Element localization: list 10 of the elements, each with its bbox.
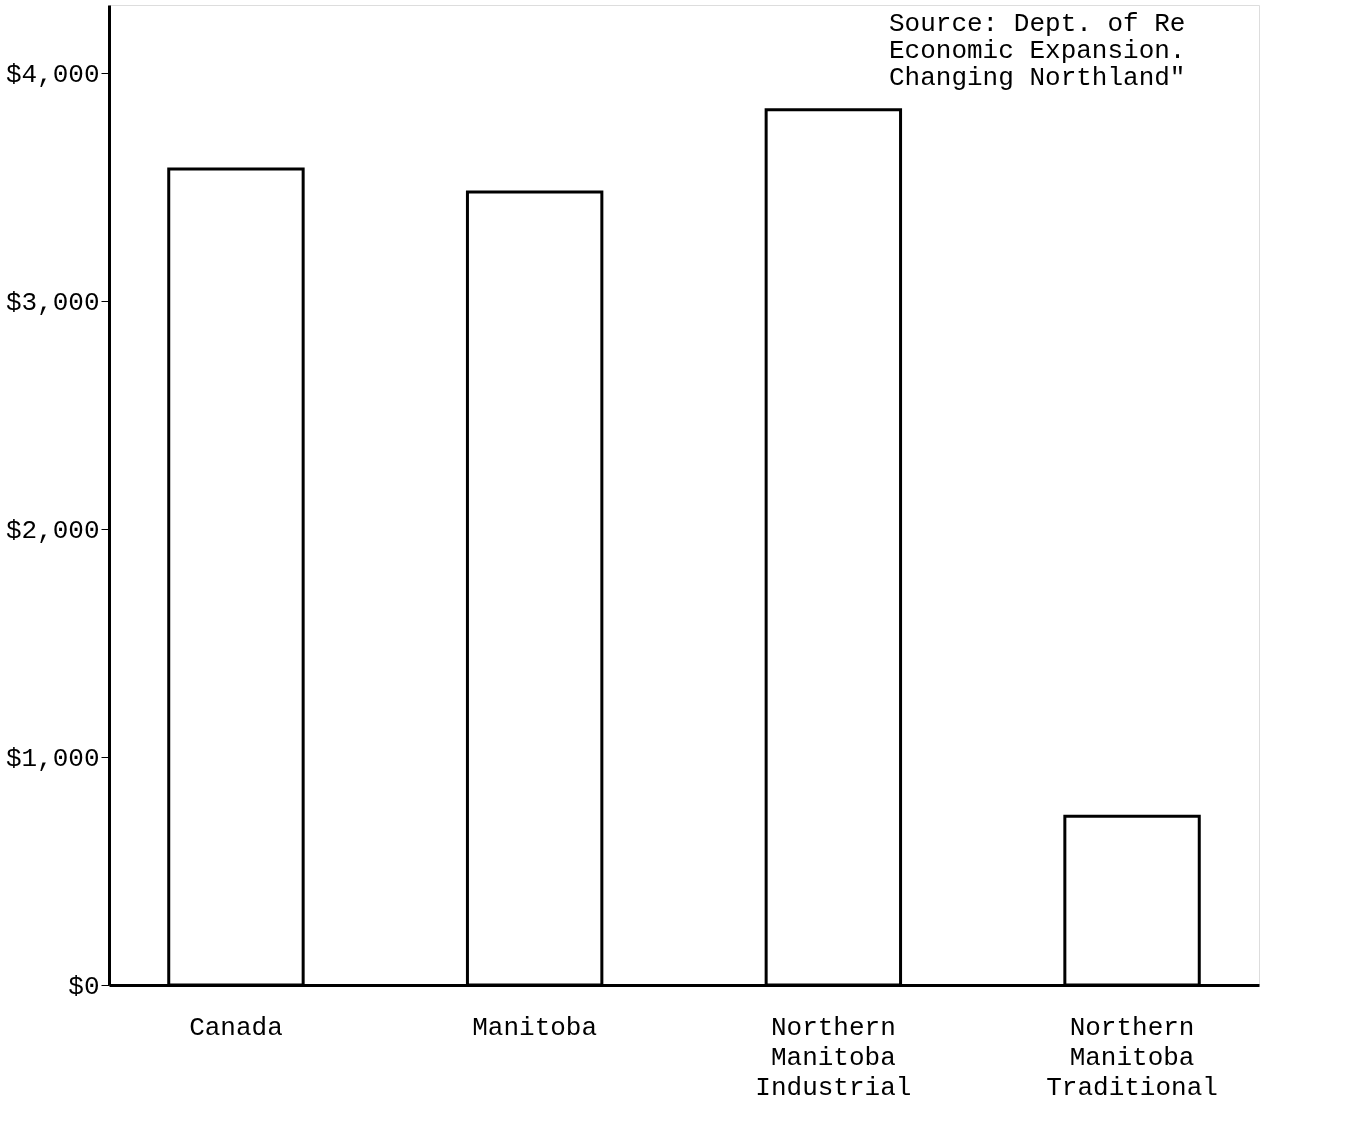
x-tick-label: Northern Manitoba Industrial	[755, 1012, 912, 1103]
y-tick-label: $0	[68, 971, 100, 1002]
annotation: Source: Dept. of Re Economic Expansion. Changing Northland"	[889, 9, 1186, 93]
y-tick-label: $3,000	[5, 287, 100, 318]
x-tick-label: Manitoba	[472, 1012, 598, 1043]
y-tick-label: $1,000	[5, 743, 100, 774]
x-tick-label: Northern Manitoba Traditional	[1046, 1012, 1218, 1103]
y-tick-label: $4,000	[5, 59, 100, 90]
x-tick-label: Canada	[189, 1012, 283, 1043]
y-tick-label: $2,000	[5, 515, 100, 546]
